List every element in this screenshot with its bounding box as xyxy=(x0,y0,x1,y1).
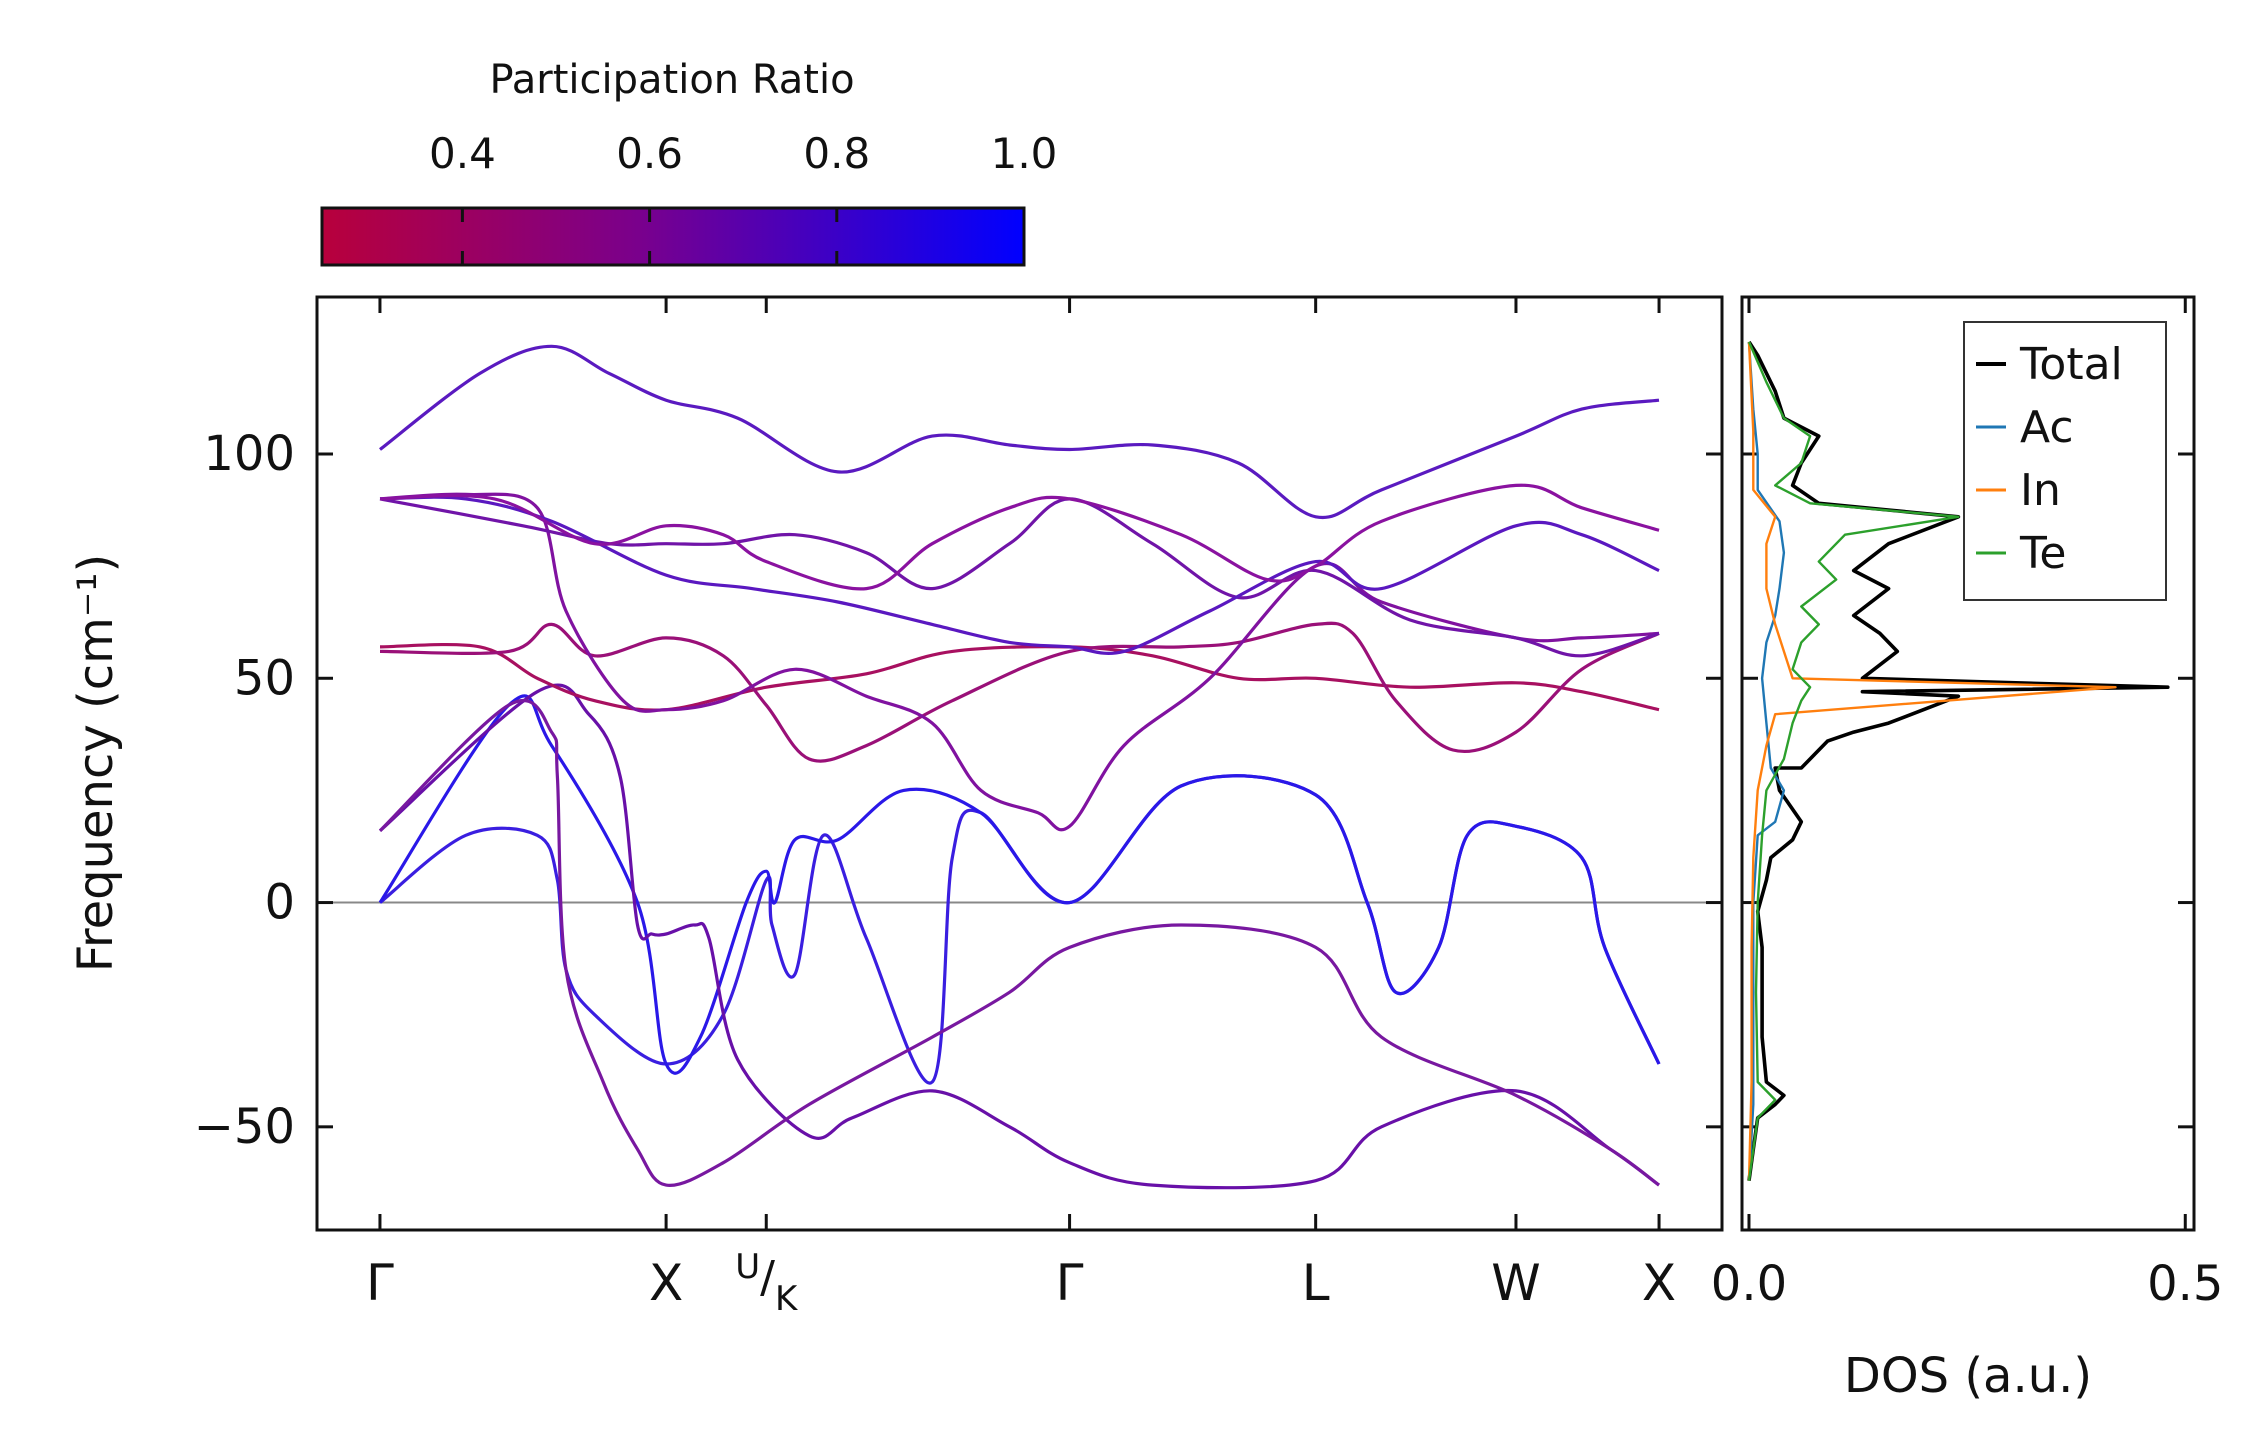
phonon-band-b8 xyxy=(379,497,1660,658)
kpath-label: X xyxy=(1642,1254,1676,1312)
legend-label: In xyxy=(2020,465,2061,516)
dos-x-axis-label: DOS (a.u.) xyxy=(1844,1348,2092,1404)
dos-legend: Total Ac In Te xyxy=(1963,321,2167,601)
kpath-label: U/K xyxy=(735,1247,799,1319)
band-y-tick-label: 100 xyxy=(203,426,295,482)
colorbar-tick-label: 0.4 xyxy=(429,129,496,178)
kpath-label: X xyxy=(649,1254,683,1312)
phonon-band-b5 xyxy=(379,642,1660,712)
phonon-band-b2 xyxy=(378,694,1661,1075)
band-plot-frame xyxy=(315,295,1724,1232)
phonon-band-b4 xyxy=(378,698,1660,1187)
kpath-label: Γ xyxy=(366,1254,394,1312)
phonon-band-b6 xyxy=(379,621,1660,763)
colorbar xyxy=(320,206,1026,267)
legend-label: Te xyxy=(2019,528,2066,579)
legend-label: Total xyxy=(2019,339,2123,390)
dos-plot-frame xyxy=(1740,295,2196,1232)
legend-label: Ac xyxy=(2020,402,2074,453)
phonon-band-b1 xyxy=(379,774,1661,1085)
band-y-tick-label: 50 xyxy=(234,650,295,706)
colorbar-tick-label: 1.0 xyxy=(991,129,1058,178)
band-y-tick-label: 0 xyxy=(264,875,295,931)
dos-x-tick-label: 0.0 xyxy=(1711,1256,1787,1312)
colorbar-tick-label: 0.6 xyxy=(616,129,683,178)
colorbar-tick-label: 0.8 xyxy=(803,129,870,178)
phonon-band-b10 xyxy=(379,483,1660,591)
dos-x-tick-label: 0.5 xyxy=(2147,1256,2223,1312)
dos-curve-total xyxy=(1747,340,2170,1181)
dos-curve-in xyxy=(1747,341,2117,1181)
kpath-label: Γ xyxy=(1056,1254,1084,1312)
dos-curve-te xyxy=(1747,341,1960,1181)
phonon-band-b11 xyxy=(379,344,1660,520)
band-y-tick-label: −50 xyxy=(194,1099,295,1155)
colorbar-title: Participation Ratio xyxy=(489,57,854,103)
kpath-label: L xyxy=(1302,1254,1330,1312)
phonon-band-b3 xyxy=(378,683,1660,1190)
band-y-axis-label: Frequency (cm⁻¹) xyxy=(68,554,124,972)
phonon-band-b7 xyxy=(379,492,1660,832)
kpath-label: W xyxy=(1491,1254,1540,1312)
